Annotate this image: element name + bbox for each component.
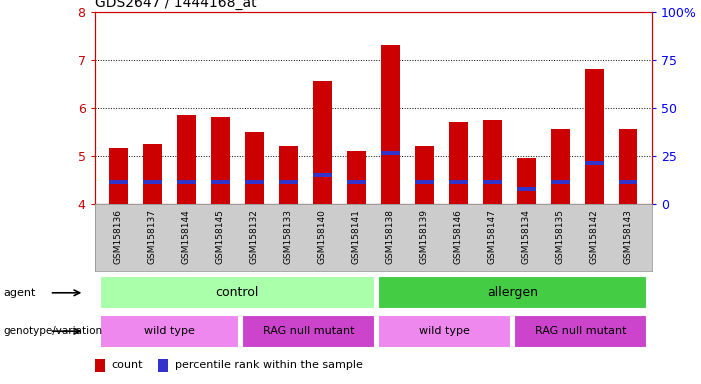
Bar (143, 144, 162, 204)
Bar (95, 359, 104, 372)
Text: GSM158139: GSM158139 (420, 209, 429, 264)
Text: GSM158146: GSM158146 (454, 209, 463, 264)
Bar (100, 276, 375, 309)
Text: RAG null mutant: RAG null mutant (263, 326, 355, 336)
Text: GSM158133: GSM158133 (284, 209, 293, 264)
Bar (100, 315, 239, 348)
Text: GSM158138: GSM158138 (386, 209, 395, 264)
Text: RAG null mutant: RAG null mutant (535, 326, 626, 336)
Text: GSM158144: GSM158144 (182, 209, 191, 264)
Bar (109, 180, 128, 184)
Bar (415, 180, 434, 184)
Bar (449, 180, 468, 184)
Bar (347, 151, 366, 204)
Bar (313, 81, 332, 204)
Bar (313, 172, 332, 177)
Bar (551, 129, 569, 204)
Bar (517, 187, 536, 191)
Bar (585, 69, 604, 204)
Bar (347, 180, 366, 184)
Bar (379, 315, 511, 348)
Text: count: count (111, 360, 143, 371)
Text: allergen: allergen (487, 286, 538, 299)
Text: percentile rank within the sample: percentile rank within the sample (175, 360, 362, 371)
Text: GSM158145: GSM158145 (216, 209, 225, 264)
Text: GSM158141: GSM158141 (352, 209, 361, 264)
Bar (517, 158, 536, 204)
Bar (415, 146, 434, 204)
Text: GSM158140: GSM158140 (318, 209, 327, 264)
Bar (243, 315, 375, 348)
Text: agent: agent (4, 288, 36, 298)
Bar (515, 315, 647, 348)
Bar (279, 180, 298, 184)
Bar (211, 180, 230, 184)
Bar (585, 161, 604, 165)
Text: wild type: wild type (144, 326, 195, 336)
Text: GSM158135: GSM158135 (556, 209, 565, 264)
Bar (483, 180, 501, 184)
Text: genotype/variation: genotype/variation (4, 326, 102, 336)
Text: wild type: wild type (419, 326, 470, 336)
Bar (379, 276, 647, 309)
Text: control: control (216, 286, 259, 299)
Bar (551, 180, 569, 184)
Bar (109, 148, 128, 204)
Text: GSM158137: GSM158137 (148, 209, 157, 264)
Text: GSM158147: GSM158147 (488, 209, 497, 264)
Bar (245, 180, 264, 184)
Bar (279, 146, 298, 204)
Bar (158, 359, 168, 372)
Text: GDS2647 / 1444168_at: GDS2647 / 1444168_at (95, 0, 257, 10)
Bar (381, 151, 400, 155)
Bar (619, 180, 637, 184)
Text: GSM158143: GSM158143 (624, 209, 632, 264)
Bar (211, 117, 230, 204)
Bar (177, 115, 196, 204)
Text: GSM158142: GSM158142 (590, 209, 599, 264)
Bar (381, 45, 400, 204)
Bar (619, 129, 637, 204)
Text: GSM158132: GSM158132 (250, 209, 259, 264)
Bar (449, 122, 468, 204)
Text: GSM158134: GSM158134 (522, 209, 531, 264)
Bar (143, 180, 162, 184)
Bar (483, 119, 501, 204)
Bar (177, 180, 196, 184)
Bar (245, 131, 264, 204)
Text: GSM158136: GSM158136 (114, 209, 123, 264)
